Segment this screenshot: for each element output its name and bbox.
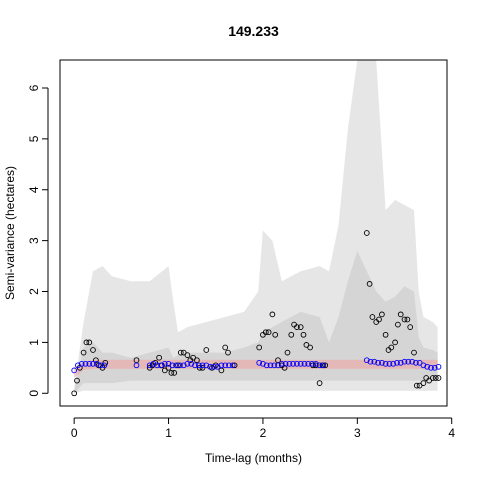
y-tick-label: 0 [27, 390, 41, 397]
y-tick-label: 4 [27, 186, 41, 193]
x-tick-label: 2 [260, 426, 267, 440]
y-tick-label: 1 [27, 339, 41, 346]
y-axis-label: Semi-variance (hectares) [3, 166, 17, 300]
x-tick-label: 4 [448, 426, 455, 440]
x-axis-label: Time-lag (months) [205, 451, 302, 465]
x-tick-label: 1 [165, 426, 172, 440]
x-tick-label: 3 [354, 426, 361, 440]
y-tick-label: 5 [27, 135, 41, 142]
y-tick-label: 2 [27, 288, 41, 295]
y-tick-label: 3 [27, 237, 41, 244]
chart-title: 149.233 [228, 23, 279, 39]
y-tick-label: 6 [27, 84, 41, 91]
x-tick-label: 0 [71, 426, 78, 440]
